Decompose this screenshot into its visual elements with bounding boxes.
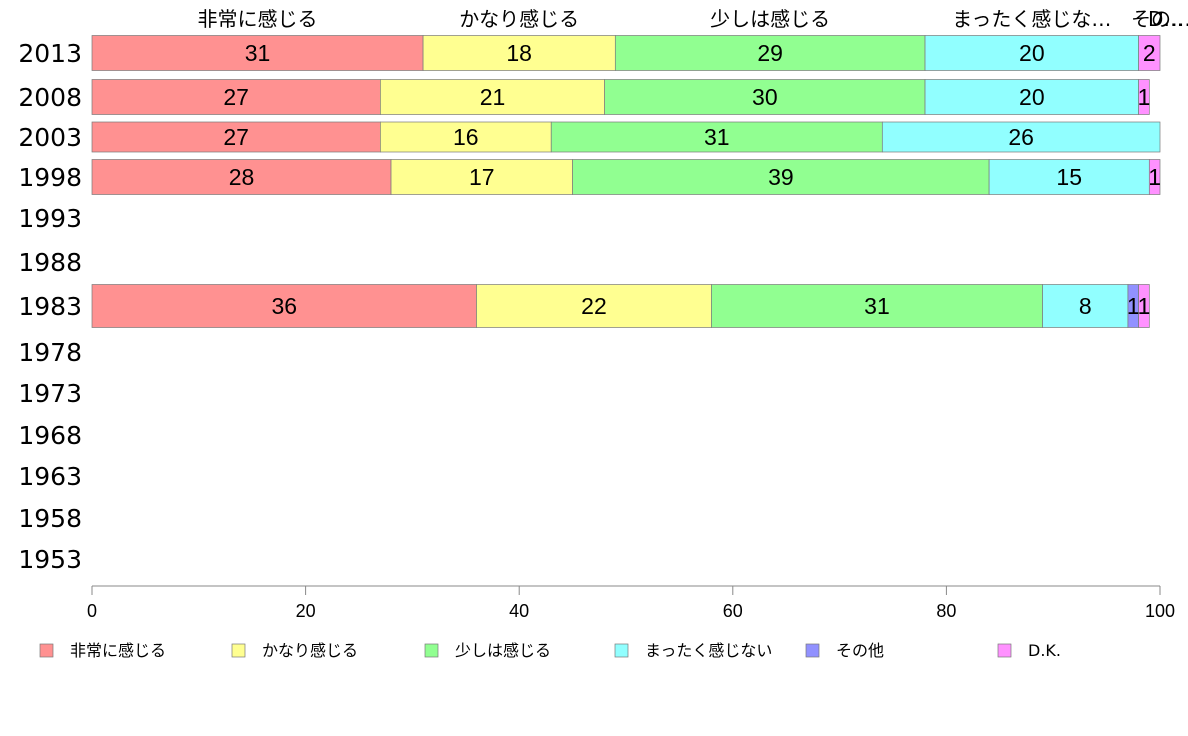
legend-swatch-2 <box>424 643 439 658</box>
year-label-1968: 1968 <box>18 421 82 450</box>
data-label-1983-series-5: 1 <box>1138 293 1151 319</box>
bar-1983-series-0 <box>91 284 477 328</box>
bar-2013-series-2 <box>614 35 926 71</box>
data-label-1983-series-4: 1 <box>1127 293 1140 319</box>
x-tick-label-100: 100 <box>1145 601 1175 621</box>
year-label-1998: 1998 <box>18 163 82 192</box>
year-label-1993: 1993 <box>18 204 82 233</box>
data-label-2013-series-5: 2 <box>1143 40 1156 66</box>
bar-1983-series-1 <box>476 284 712 328</box>
data-label-1983-series-1: 22 <box>581 293 607 319</box>
year-label-1978: 1978 <box>18 338 82 367</box>
data-label-1983-series-0: 36 <box>271 293 297 319</box>
year-label-1963: 1963 <box>18 462 82 491</box>
y-axis-year-labels: 2013 2008 2003 1998 1993 1988 1983 1978 1973 1968… <box>18 39 82 574</box>
year-label-1953: 1953 <box>18 545 82 574</box>
legend-swatch-0 <box>39 643 54 658</box>
data-label-2013-series-0: 31 <box>245 40 271 66</box>
top-label-4: その… <box>1131 7 1188 31</box>
top-label-1: かなり感じる <box>459 7 579 31</box>
data-label-2008-series-0: 27 <box>223 84 249 110</box>
year-label-1983: 1983 <box>18 292 82 321</box>
x-tick-label-80: 80 <box>936 601 956 621</box>
data-label-2008-series-2: 30 <box>752 84 778 110</box>
data-label-2013-series-1: 18 <box>506 40 532 66</box>
data-label-2013-series-2: 29 <box>757 40 783 66</box>
year-label-1973: 1973 <box>18 379 82 408</box>
bar-2013-series-1 <box>422 35 616 71</box>
top-label-0: 非常に感じる <box>198 7 318 31</box>
top-label-5: D… <box>1148 7 1183 31</box>
legend-label-2: 少しは感じる <box>455 641 551 660</box>
legend-swatch-1 <box>231 643 246 658</box>
year-label-1988: 1988 <box>18 248 82 277</box>
bar-2013-series-0 <box>91 35 424 71</box>
legend-label-3: まったく感じない <box>645 641 772 660</box>
year-label-2008: 2008 <box>18 83 82 112</box>
x-axis: 0 20 40 60 80 100 <box>87 585 1175 621</box>
year-label-1958: 1958 <box>18 504 82 533</box>
legend-swatch-3 <box>614 643 629 658</box>
x-tick-label-0: 0 <box>87 601 97 621</box>
top-category-labels: 非常に感じる かなり感じる 少しは感じる まったく感じな… その…D… <box>198 7 1188 31</box>
data-label-2003-series-1: 16 <box>453 124 479 150</box>
data-label-2003-series-0: 27 <box>223 124 249 150</box>
data-label-2013-series-3: 20 <box>1019 40 1045 66</box>
data-label-1998-series-3: 15 <box>1056 164 1082 190</box>
data-label-1998-series-0: 28 <box>229 164 255 190</box>
data-label-2008-series-3: 20 <box>1019 84 1045 110</box>
bar-2008-series-0 <box>91 79 381 115</box>
legend-label-1: かなり感じる <box>262 641 358 660</box>
x-tick-label-40: 40 <box>509 601 529 621</box>
bar-2003-series-1 <box>380 121 552 153</box>
data-label-2003-series-2: 31 <box>704 124 730 150</box>
bar-2008-series-2 <box>604 79 926 115</box>
data-label-1998-series-5: 1 <box>1148 164 1161 190</box>
top-label-2: 少しは感じる <box>710 7 830 31</box>
data-label-2003-series-3: 26 <box>1008 124 1034 150</box>
legend-swatch-4 <box>805 643 820 658</box>
bar-2008-series-3 <box>924 79 1139 115</box>
bar-1998-series-2 <box>572 159 990 195</box>
legend-swatch-5 <box>997 643 1012 658</box>
x-tick-label-60: 60 <box>723 601 743 621</box>
bar-2008-series-5 <box>1138 79 1150 115</box>
bar-1983-series-3 <box>1042 284 1129 328</box>
x-tick-label-20: 20 <box>296 601 316 621</box>
bar-1998-series-0 <box>91 159 392 195</box>
data-label-1983-series-3: 8 <box>1079 293 1092 319</box>
legend-label-4: その他 <box>836 641 884 660</box>
bar-2013-series-5 <box>1138 35 1161 71</box>
data-label-1998-series-1: 17 <box>469 164 495 190</box>
data-label-1983-series-2: 31 <box>864 293 890 319</box>
year-label-2013: 2013 <box>18 39 82 68</box>
top-label-3: まったく感じな… <box>952 7 1111 31</box>
data-label-2008-series-1: 21 <box>480 84 506 110</box>
data-label-1998-series-2: 39 <box>768 164 794 190</box>
bar-2008-series-1 <box>380 79 605 115</box>
year-label-2003: 2003 <box>18 123 82 152</box>
legend-label-0: 非常に感じる <box>70 641 166 660</box>
bar-2013-series-3 <box>924 35 1139 71</box>
bar-1983-series-5 <box>1138 284 1150 328</box>
bar-1998-series-1 <box>390 159 573 195</box>
bar-2003-series-3 <box>881 121 1161 153</box>
bar-1998-series-5 <box>1148 159 1161 195</box>
bar-1983-series-2 <box>711 284 1043 328</box>
legend-label-5: D.K. <box>1028 641 1061 660</box>
bar-1998-series-3 <box>988 159 1150 195</box>
data-label-2008-series-5: 1 <box>1138 84 1151 110</box>
bar-2003-series-2 <box>550 121 883 153</box>
legend: 非常に感じる かなり感じる 少しは感じる まったく感じない その他 D.K. <box>39 641 1061 660</box>
